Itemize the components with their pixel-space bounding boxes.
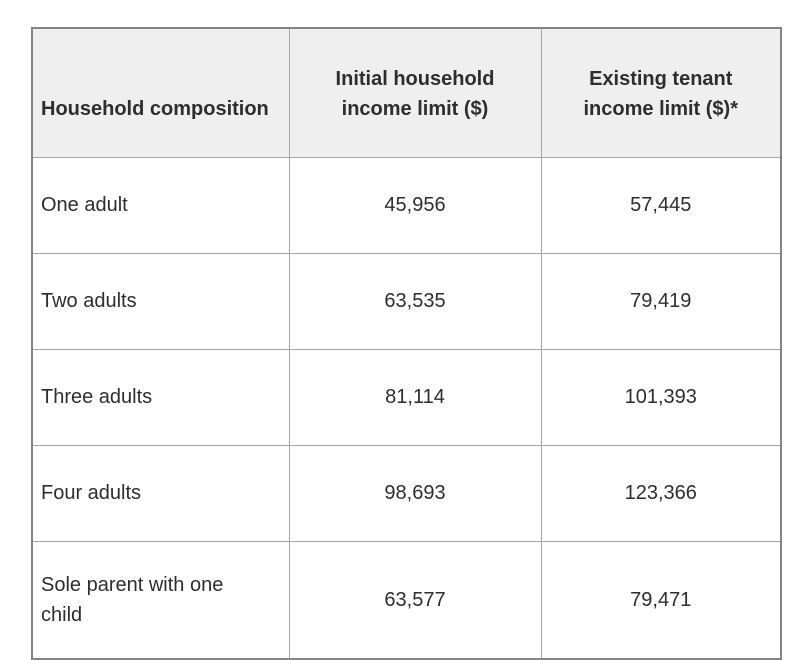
- header-initial-income-limit: Initial household income limit ($): [288, 27, 542, 158]
- header-existing-tenant-income-limit: Existing tenant income limit ($)*: [540, 27, 782, 158]
- table-row-two-adults: Two adults 63,535 79,419: [31, 252, 782, 350]
- table-row-three-adults: Three adults 81,114 101,393: [31, 348, 782, 446]
- row-label-cell: Four adults: [31, 444, 290, 542]
- row-label-cell: One adult: [31, 156, 290, 254]
- household-income-limits-table: Household composition Initial household …: [31, 27, 782, 660]
- row-label-cell: Two adults: [31, 252, 290, 350]
- header-label: Household composition: [41, 97, 269, 120]
- header-household-composition: Household composition: [31, 27, 290, 158]
- existing-tenant-limit-cell: 123,366: [540, 444, 782, 542]
- initial-income-limit-cell: 63,577: [288, 540, 542, 660]
- initial-income-limit-cell: 81,114: [288, 348, 542, 446]
- initial-income-limit-cell: 45,956: [288, 156, 542, 254]
- existing-tenant-limit-cell: 57,445: [540, 156, 782, 254]
- table-row-four-adults: Four adults 98,693 123,366: [31, 444, 782, 542]
- row-label: One adult: [41, 194, 128, 216]
- row-label-cell: Sole parent with one child: [31, 540, 290, 660]
- table-header-row: Household composition Initial household …: [31, 27, 782, 158]
- existing-tenant-limit-cell: 79,419: [540, 252, 782, 350]
- initial-income-limit-cell: 98,693: [288, 444, 542, 542]
- table-row-sole-parent-one-child: Sole parent with one child 63,577 79,471: [31, 540, 782, 660]
- row-label: Two adults: [41, 290, 137, 312]
- header-label-line2: income limit ($)*: [583, 97, 738, 120]
- table-row-one-adult: One adult 45,956 57,445: [31, 156, 782, 254]
- header-label-line2: income limit ($): [341, 97, 489, 120]
- header-label-line1: Initial household: [335, 67, 495, 90]
- row-label: Four adults: [41, 482, 142, 504]
- existing-tenant-limit-cell: 101,393: [540, 348, 782, 446]
- initial-income-limit-cell: 63,535: [288, 252, 542, 350]
- row-label: Three adults: [41, 386, 153, 408]
- header-label-line1: Existing tenant: [589, 67, 733, 90]
- row-label-cell: Three adults: [31, 348, 290, 446]
- existing-tenant-limit-cell: 79,471: [540, 540, 782, 660]
